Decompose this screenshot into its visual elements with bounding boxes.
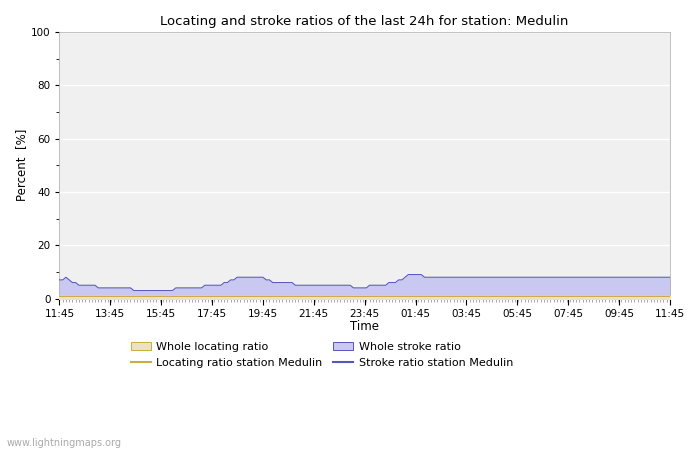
Legend: Whole locating ratio, Locating ratio station Medulin, Whole stroke ratio, Stroke: Whole locating ratio, Locating ratio sta… [130, 342, 513, 368]
Text: www.lightningmaps.org: www.lightningmaps.org [7, 438, 122, 448]
Title: Locating and stroke ratios of the last 24h for station: Medulin: Locating and stroke ratios of the last 2… [160, 15, 569, 28]
Y-axis label: Percent  [%]: Percent [%] [15, 129, 28, 202]
X-axis label: Time: Time [350, 320, 379, 333]
